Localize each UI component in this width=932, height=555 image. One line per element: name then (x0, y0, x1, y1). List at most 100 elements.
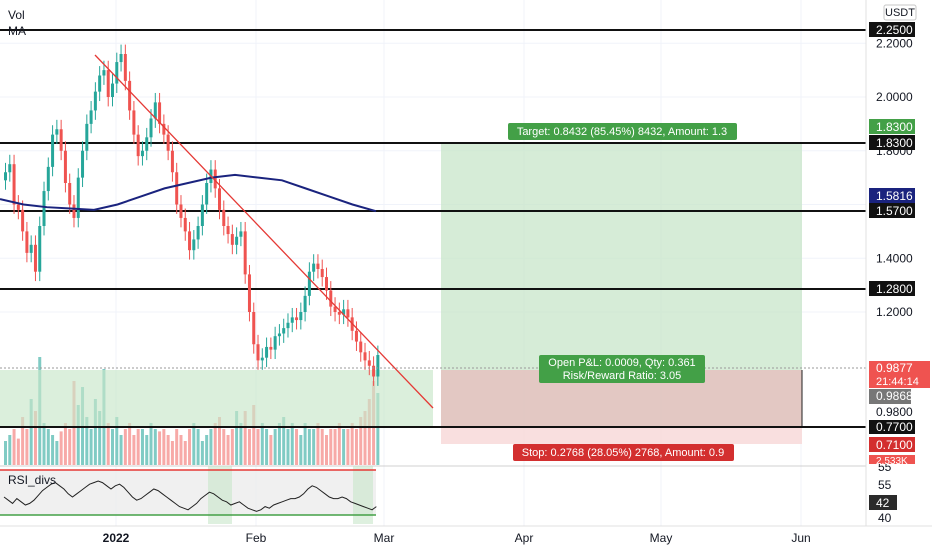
volume-bar (76, 405, 80, 465)
volume-bar (265, 429, 269, 465)
candle-body (363, 352, 367, 361)
legend-rsi[interactable]: RSI_divs (8, 473, 56, 487)
candle-body (230, 234, 234, 245)
volume-bar (209, 429, 213, 465)
candle-body (89, 110, 93, 124)
secondary-price-tag[interactable]: 0.9868 (869, 389, 913, 404)
currency-label[interactable]: USDT (885, 7, 915, 19)
profit-zone[interactable] (441, 143, 802, 370)
candles (4, 44, 380, 386)
level-tag-1.2800[interactable] (869, 281, 915, 296)
candle-body (140, 150, 144, 157)
level-tag-0.7700[interactable] (869, 419, 915, 434)
time-ticks: 2022 Feb Mar Apr May Jun (103, 531, 811, 545)
candle-body (149, 118, 153, 138)
pnl-label[interactable]: Open P&L: 0.0009, Qty: 0.361 Risk/Reward… (539, 355, 705, 383)
legend-ma[interactable]: MA (8, 24, 26, 38)
time-tick-label: Feb (246, 531, 267, 545)
stop-label[interactable]: Stop: 0.2768 (28.05%) 2768, Amount: 0.9 (513, 444, 734, 461)
level-tag-2.2500[interactable] (869, 22, 915, 37)
candle-body (12, 164, 16, 205)
candle-body (303, 295, 307, 312)
volume-bar (111, 429, 114, 465)
candle-body (359, 341, 363, 353)
candle-body (158, 102, 162, 124)
volume-bar (140, 429, 144, 465)
price-axis[interactable] (0, 0, 932, 527)
level-tag-text-2.2500: 2.2500 (876, 23, 913, 37)
volume-bar (192, 423, 196, 465)
candle-body (256, 344, 260, 361)
rsi-current-tag[interactable]: 42 (869, 495, 897, 510)
candle-body (183, 217, 187, 232)
volume-bar (119, 435, 123, 465)
level-0980-tag[interactable]: 0.9800 (869, 405, 915, 420)
volume-bar (235, 411, 239, 465)
volume-bar (179, 435, 183, 465)
target-price-tag[interactable]: 1.8300 (869, 119, 915, 134)
level-0980-value: 0.9800 (876, 405, 913, 419)
rsi-tick-label: 55 (878, 478, 892, 492)
ma-price-value: 1.5816 (876, 189, 913, 203)
volume-bar (316, 423, 320, 465)
target-label[interactable]: Target: 0.8432 (85.45%) 8432, Amount: 1.… (508, 123, 737, 140)
candle-body (98, 75, 102, 92)
candle-body (93, 91, 97, 111)
price-tick-label: 1.4000 (876, 251, 913, 265)
loss-zone-extension (441, 427, 802, 444)
candle-body (81, 150, 85, 178)
candle-body (218, 188, 221, 210)
candle-body (290, 317, 294, 323)
candle-body (119, 54, 123, 63)
level-tag-1.8300[interactable] (869, 135, 915, 150)
candle-body (235, 236, 239, 245)
volume-bar (226, 435, 230, 465)
candle-body (277, 333, 281, 337)
volume-bar (320, 429, 324, 465)
volume-bar (230, 429, 234, 465)
volume-bar (359, 417, 363, 465)
volume-bar (213, 423, 217, 465)
volume-bar (243, 411, 247, 465)
candle-body (153, 102, 157, 119)
ma-price-tag[interactable]: 1.5816 (869, 188, 915, 203)
volume-bar (12, 429, 16, 465)
candle-body (106, 70, 110, 97)
candle-body (192, 239, 196, 251)
profit-zone-left (0, 370, 433, 427)
entry-price-tag[interactable]: 0.9877 21:44:14 (869, 361, 930, 388)
horizontal-levels[interactable] (0, 29, 866, 428)
volume-bar (33, 411, 37, 465)
rr-text: Risk/Reward Ratio: 3.05 (563, 370, 682, 382)
rsi-div-highlight-2 (353, 466, 373, 524)
trendline[interactable] (94, 54, 434, 409)
position-tool[interactable] (0, 143, 803, 444)
volume-bar (51, 435, 55, 465)
candle-body (325, 277, 328, 291)
volume-bar (350, 423, 354, 465)
legend-vol[interactable]: Vol (8, 8, 25, 22)
volume-bar (115, 417, 119, 465)
candle-body (188, 231, 192, 251)
candle-body (316, 263, 320, 269)
currency-badge[interactable] (883, 4, 917, 21)
stop-price-tag[interactable]: 0.7100 (869, 437, 915, 452)
volume-bar (21, 417, 25, 465)
candle-body (346, 309, 350, 318)
secondary-price-value: 0.9868 (876, 389, 913, 403)
volume-bar (175, 429, 179, 465)
volume-bar (123, 429, 127, 465)
volume-bar (98, 411, 102, 465)
volume-bar (4, 441, 7, 465)
candle-body (265, 346, 269, 358)
volume-bar (346, 429, 350, 465)
price-labels[interactable]: 2.2500 1.8300 1.5700 1.2800 0.7700 (869, 22, 915, 434)
level-tag-1.5700[interactable] (869, 203, 915, 218)
price-tick-label: 2.0000 (876, 90, 913, 104)
volume-bar (170, 441, 174, 465)
entry-price-value: 0.9877 (876, 361, 913, 375)
volume-bar (132, 435, 136, 465)
